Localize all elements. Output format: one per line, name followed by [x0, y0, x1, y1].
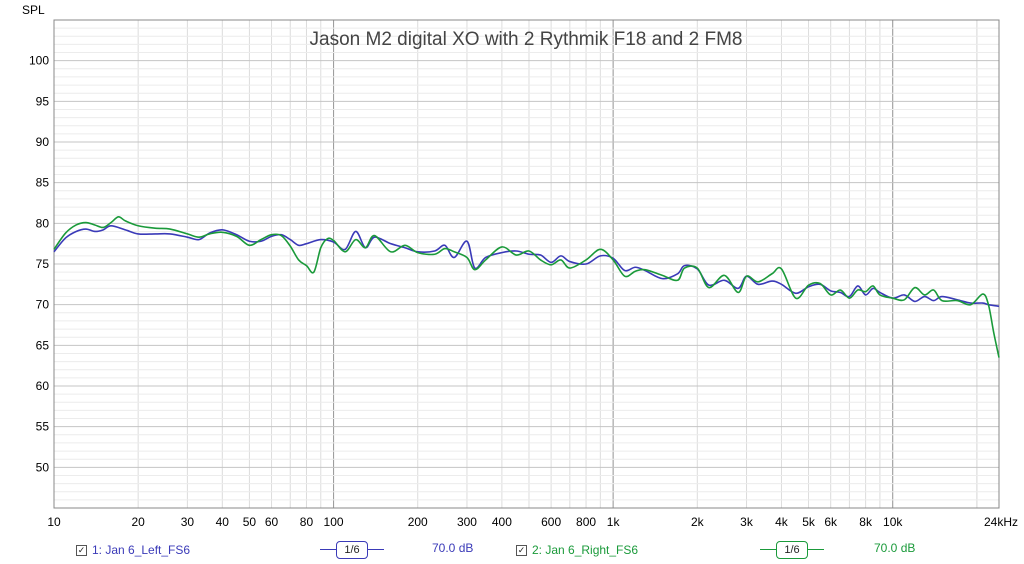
series-1-smoothing[interactable]: 1/6 — [320, 540, 384, 560]
y-tick-label: 100 — [29, 54, 49, 68]
x-tick-label: 1k — [607, 515, 621, 529]
x-tick-label: 10 — [47, 515, 61, 529]
series-1-name: 1: Jan 6_Left_FS6 — [92, 543, 191, 557]
series-line-1 — [53, 224, 1000, 308]
grid — [53, 19, 1000, 509]
series-layer — [53, 216, 1000, 358]
series-2-checkbox[interactable]: ✓ — [516, 544, 527, 556]
x-tick-label: 100 — [324, 515, 344, 529]
plot-frame — [53, 19, 1000, 509]
series-1-smoothing-value: 1/6 — [336, 541, 368, 559]
y-tick-label: 60 — [36, 379, 50, 393]
y-tick-label: 55 — [36, 420, 50, 434]
x-tick-label: 600 — [541, 515, 561, 529]
y-tick-label: 95 — [36, 94, 50, 108]
x-tick-label: 30 — [181, 515, 195, 529]
x-tick-label: 400 — [492, 515, 512, 529]
x-tick-label: 24kHz — [984, 515, 1018, 529]
y-tick-label: 90 — [36, 135, 50, 149]
chart-title: Jason M2 digital XO with 2 Rythmik F18 a… — [310, 29, 743, 50]
x-tick-label: 80 — [300, 515, 314, 529]
x-tick-label: 50 — [243, 515, 257, 529]
x-tick-label: 300 — [457, 515, 477, 529]
x-tick-label: 800 — [576, 515, 596, 529]
y-tick-label: 50 — [36, 460, 50, 474]
series-2-offset: 70.0 dB — [874, 541, 916, 555]
series-2-smoothing-value: 1/6 — [776, 541, 808, 559]
y-tick-label: 80 — [36, 216, 50, 230]
x-tick-label: 8k — [859, 515, 873, 529]
y-tick-label: 65 — [36, 338, 50, 352]
x-tick-label: 4k — [775, 515, 789, 529]
legend-item-2[interactable]: ✓ 2: Jan 6_Right_FS6 — [516, 541, 638, 559]
y-tick-labels: 50 55 60 65 70 75 80 85 90 95 100 — [29, 54, 49, 475]
series-2-smoothing[interactable]: 1/6 — [760, 540, 824, 560]
series-1-checkbox[interactable]: ✓ — [76, 544, 87, 556]
x-tick-label: 60 — [265, 515, 279, 529]
y-tick-label: 70 — [36, 298, 50, 312]
x-tick-label: 200 — [408, 515, 428, 529]
series-line-2 — [53, 216, 1000, 358]
x-tick-label: 2k — [691, 515, 705, 529]
x-tick-label: 6k — [824, 515, 838, 529]
x-tick-label: 40 — [216, 515, 230, 529]
x-tick-labels: 10 20 30 40 50 60 80 100 200 300 400 600 800 1k 2k 3k 4k… — [47, 515, 1018, 529]
series-2-name: 2: Jan 6_Right_FS6 — [532, 543, 639, 557]
x-tick-label: 20 — [131, 515, 145, 529]
series-1-offset: 70.0 dB — [432, 541, 474, 555]
y-tick-label: 85 — [36, 176, 50, 190]
y-tick-label: 75 — [36, 257, 50, 271]
legend-item-1[interactable]: ✓ 1: Jan 6_Left_FS6 — [76, 541, 190, 559]
x-tick-label: 10k — [883, 515, 903, 529]
x-tick-label: 5k — [802, 515, 816, 529]
x-tick-label: 3k — [740, 515, 754, 529]
y-axis-label: SPL — [22, 3, 45, 17]
